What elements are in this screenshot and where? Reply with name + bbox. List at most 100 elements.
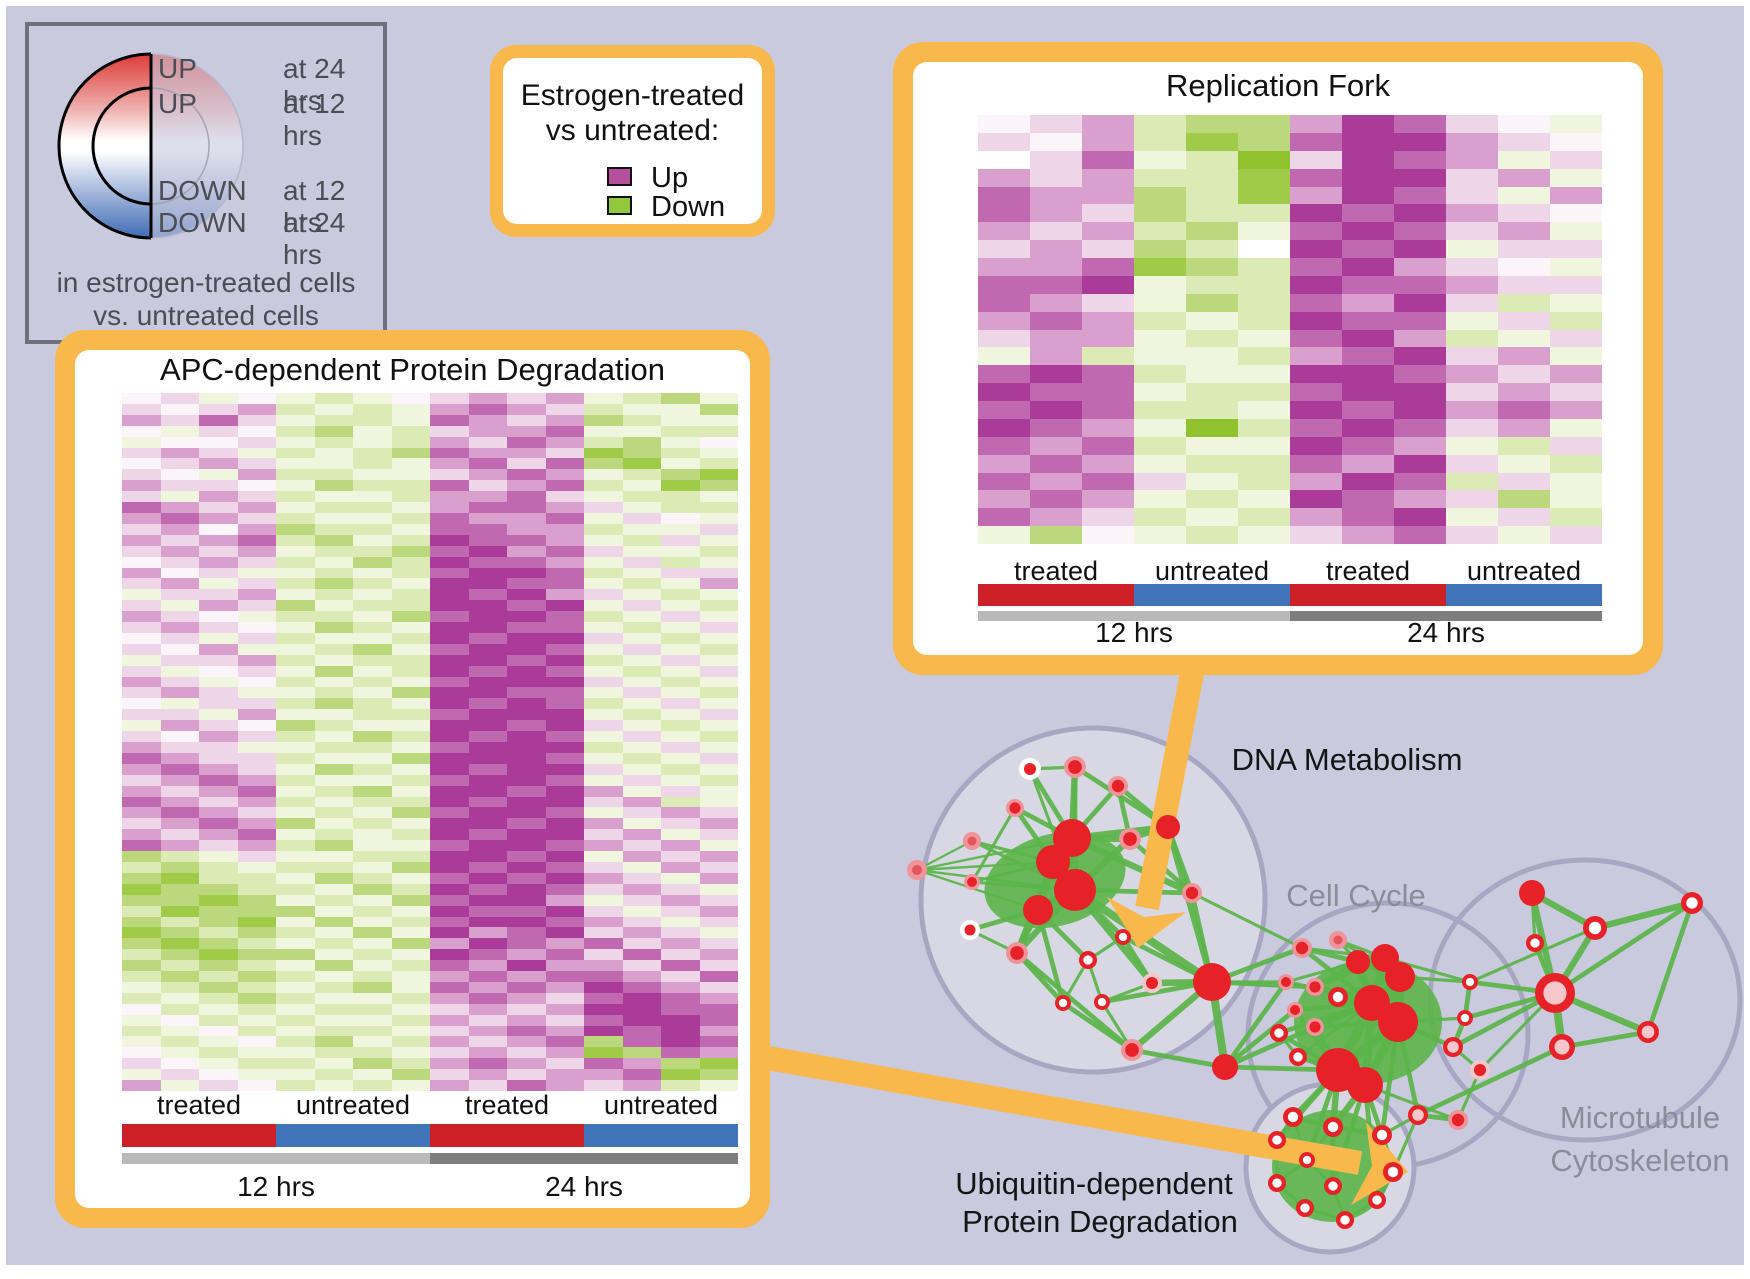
heatmap-cell (160, 1014, 199, 1026)
heatmap-cell (978, 508, 1030, 527)
heatmap-cell (237, 938, 276, 950)
heatmap-cell (237, 807, 276, 819)
heatmap-cell (391, 393, 430, 404)
heatmap-cell (1342, 401, 1394, 419)
heatmap-cell (276, 632, 315, 644)
heatmap-cell (391, 807, 430, 819)
heatmap-cell (584, 1036, 623, 1048)
heatmap-cell (199, 480, 238, 492)
heatmap-cell (507, 676, 546, 688)
heatmap-cell (391, 774, 430, 786)
heatmap-cell (1134, 490, 1186, 509)
heatmap-cell (1290, 347, 1342, 366)
heatmap-cell (699, 534, 738, 546)
heatmap-cell (584, 905, 623, 917)
heatmap-cell (1186, 526, 1238, 544)
heatmap-cell (1550, 472, 1602, 491)
heatmap-cell (430, 916, 469, 928)
heatmap-cell (276, 512, 315, 524)
heatmap-cell (661, 1069, 700, 1081)
heatmap-cell (545, 905, 584, 917)
heatmap-cell (160, 447, 199, 459)
heatmap-cell (430, 840, 469, 852)
heatmap-cell (661, 971, 700, 982)
heatmap-cell (545, 927, 584, 939)
heatmap-cell (160, 414, 199, 426)
heatmap-cell (1238, 258, 1290, 276)
heatmap-cell (1134, 508, 1186, 527)
heatmap-cell (1082, 275, 1134, 294)
heatmap-cell (314, 709, 353, 721)
heatmap-cell (507, 960, 546, 972)
condition-label: treated (1013, 556, 1099, 586)
heatmap-cell (545, 458, 584, 470)
heatmap-cell (314, 949, 353, 961)
heatmap-cell (353, 763, 392, 775)
heatmap-cell (468, 1047, 507, 1059)
heatmap-row (122, 1047, 738, 1059)
condition-label: treated (156, 1090, 242, 1120)
heatmap-cell (391, 1058, 430, 1070)
heatmap-cell (237, 589, 276, 601)
apc-heatmap (122, 393, 738, 1091)
heatmap-cell (1550, 526, 1602, 544)
heatmap-cell (661, 687, 700, 699)
heatmap-cell (584, 676, 623, 688)
heatmap-row (122, 981, 738, 993)
heatmap-cell (199, 720, 238, 732)
heatmap-cell (237, 534, 276, 546)
heatmap-cell (160, 622, 199, 633)
heatmap-cell (276, 643, 315, 655)
heatmap-row (978, 186, 1602, 205)
heatmap-cell (699, 1014, 738, 1026)
heatmap-cell (661, 807, 700, 819)
heatmap-cell (468, 393, 507, 404)
heatmap-cell (1186, 436, 1238, 455)
heatmap-cell (430, 665, 469, 677)
heatmap-cell (199, 861, 238, 873)
heatmap-cell (468, 589, 507, 601)
heatmap-cell (468, 818, 507, 830)
heatmap-cell (276, 1036, 315, 1048)
heatmap-cell (314, 523, 353, 535)
heatmap-cell (237, 1025, 276, 1037)
heatmap-cell (160, 632, 199, 644)
heatmap-cell (661, 752, 700, 764)
heatmap-cell (237, 851, 276, 862)
heatmap-cell (353, 796, 392, 808)
heatmap-cell (699, 763, 738, 775)
heatmap-cell (507, 414, 546, 426)
heatmap-cell (199, 1069, 238, 1081)
heatmap-cell (507, 971, 546, 982)
heatmap-cell (160, 992, 199, 1004)
heatmap-row (978, 418, 1602, 437)
heatmap-cell (1394, 186, 1446, 205)
heatmap-cell (122, 469, 161, 481)
heatmap-cell (699, 676, 738, 688)
heatmap-cell (507, 774, 546, 786)
heatmap-cell (314, 916, 353, 928)
heatmap-cell (1082, 347, 1134, 366)
heatmap-cell (1238, 490, 1290, 509)
heatmap-cell (507, 1036, 546, 1048)
heatmap-cell (1134, 150, 1186, 169)
heatmap-cell (545, 403, 584, 415)
heatmap-cell (353, 676, 392, 688)
heatmap-cell (507, 665, 546, 677)
heatmap-cell (353, 491, 392, 503)
heatmap-cell (661, 829, 700, 841)
heatmap-cell (122, 720, 161, 732)
heatmap-cell (199, 1047, 238, 1059)
heatmap-cell (507, 1003, 546, 1015)
heatmap-cell (160, 654, 199, 666)
heatmap-cell (160, 578, 199, 590)
heatmap-cell (622, 687, 661, 699)
heatmap-cell (353, 720, 392, 732)
heatmap-cell (314, 447, 353, 459)
heatmap-cell (545, 567, 584, 579)
heatmap-cell (699, 643, 738, 655)
heatmap-cell (314, 1036, 353, 1048)
heatmap-cell (237, 720, 276, 732)
heatmap-cell (314, 436, 353, 448)
heatmap-cell (545, 774, 584, 786)
